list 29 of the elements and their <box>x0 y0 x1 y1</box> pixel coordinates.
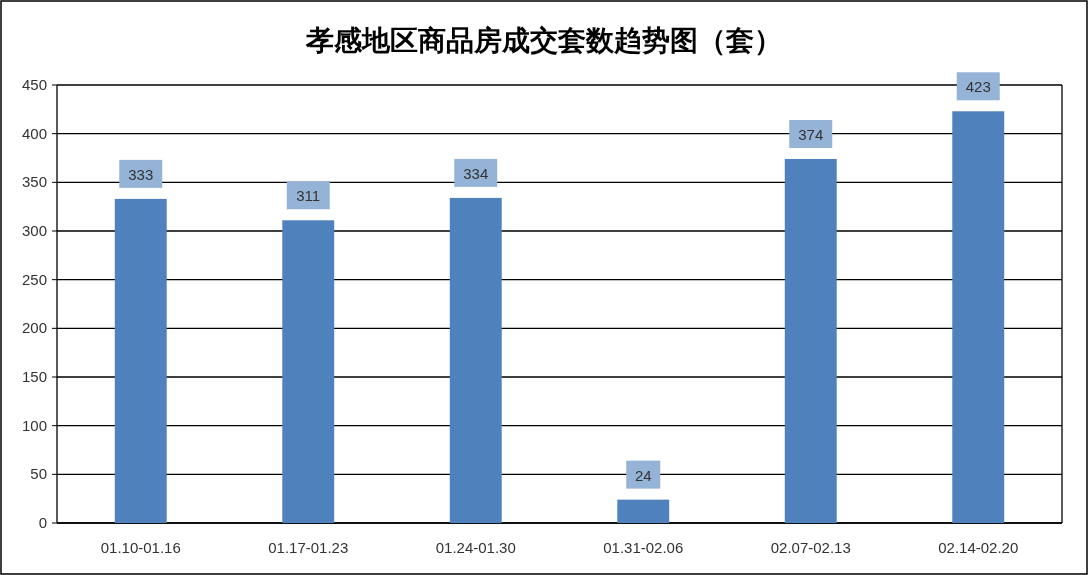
x-tick-label: 02.07-02.13 <box>770 539 851 556</box>
y-tick-label: 400 <box>21 124 47 142</box>
y-tick-label: 450 <box>21 76 47 93</box>
x-tick-label: 01.31-02.06 <box>603 539 684 556</box>
y-tick-label: 350 <box>21 173 47 191</box>
bar <box>114 198 167 523</box>
x-tick-label: 01.17-01.23 <box>268 539 349 556</box>
y-tick-label: 300 <box>21 222 47 239</box>
y-tick-label: 250 <box>21 270 47 288</box>
y-tick-label: 0 <box>38 514 47 531</box>
y-tick-label: 50 <box>30 465 47 483</box>
y-tick-label: 150 <box>21 368 47 385</box>
data-label: 311 <box>296 187 321 205</box>
title: 孝感地区商品房成交套数趋势图（套） <box>306 25 782 56</box>
x-tick-label: 01.24-01.30 <box>435 539 516 556</box>
y-tick-label: 200 <box>21 319 47 337</box>
data-label: 334 <box>463 164 489 182</box>
data-label: 24 <box>634 466 652 484</box>
bar <box>617 499 670 523</box>
bar <box>784 158 837 523</box>
bar <box>449 197 502 523</box>
bar <box>282 220 335 523</box>
x-tick-label: 02.14-02.20 <box>938 539 1019 556</box>
data-label: 423 <box>965 78 991 96</box>
bar <box>952 111 1005 523</box>
data-label: 333 <box>128 165 154 183</box>
x-tick-label: 01.10-01.16 <box>100 539 181 556</box>
y-tick-label: 100 <box>21 416 47 434</box>
data-label: 374 <box>798 125 824 143</box>
